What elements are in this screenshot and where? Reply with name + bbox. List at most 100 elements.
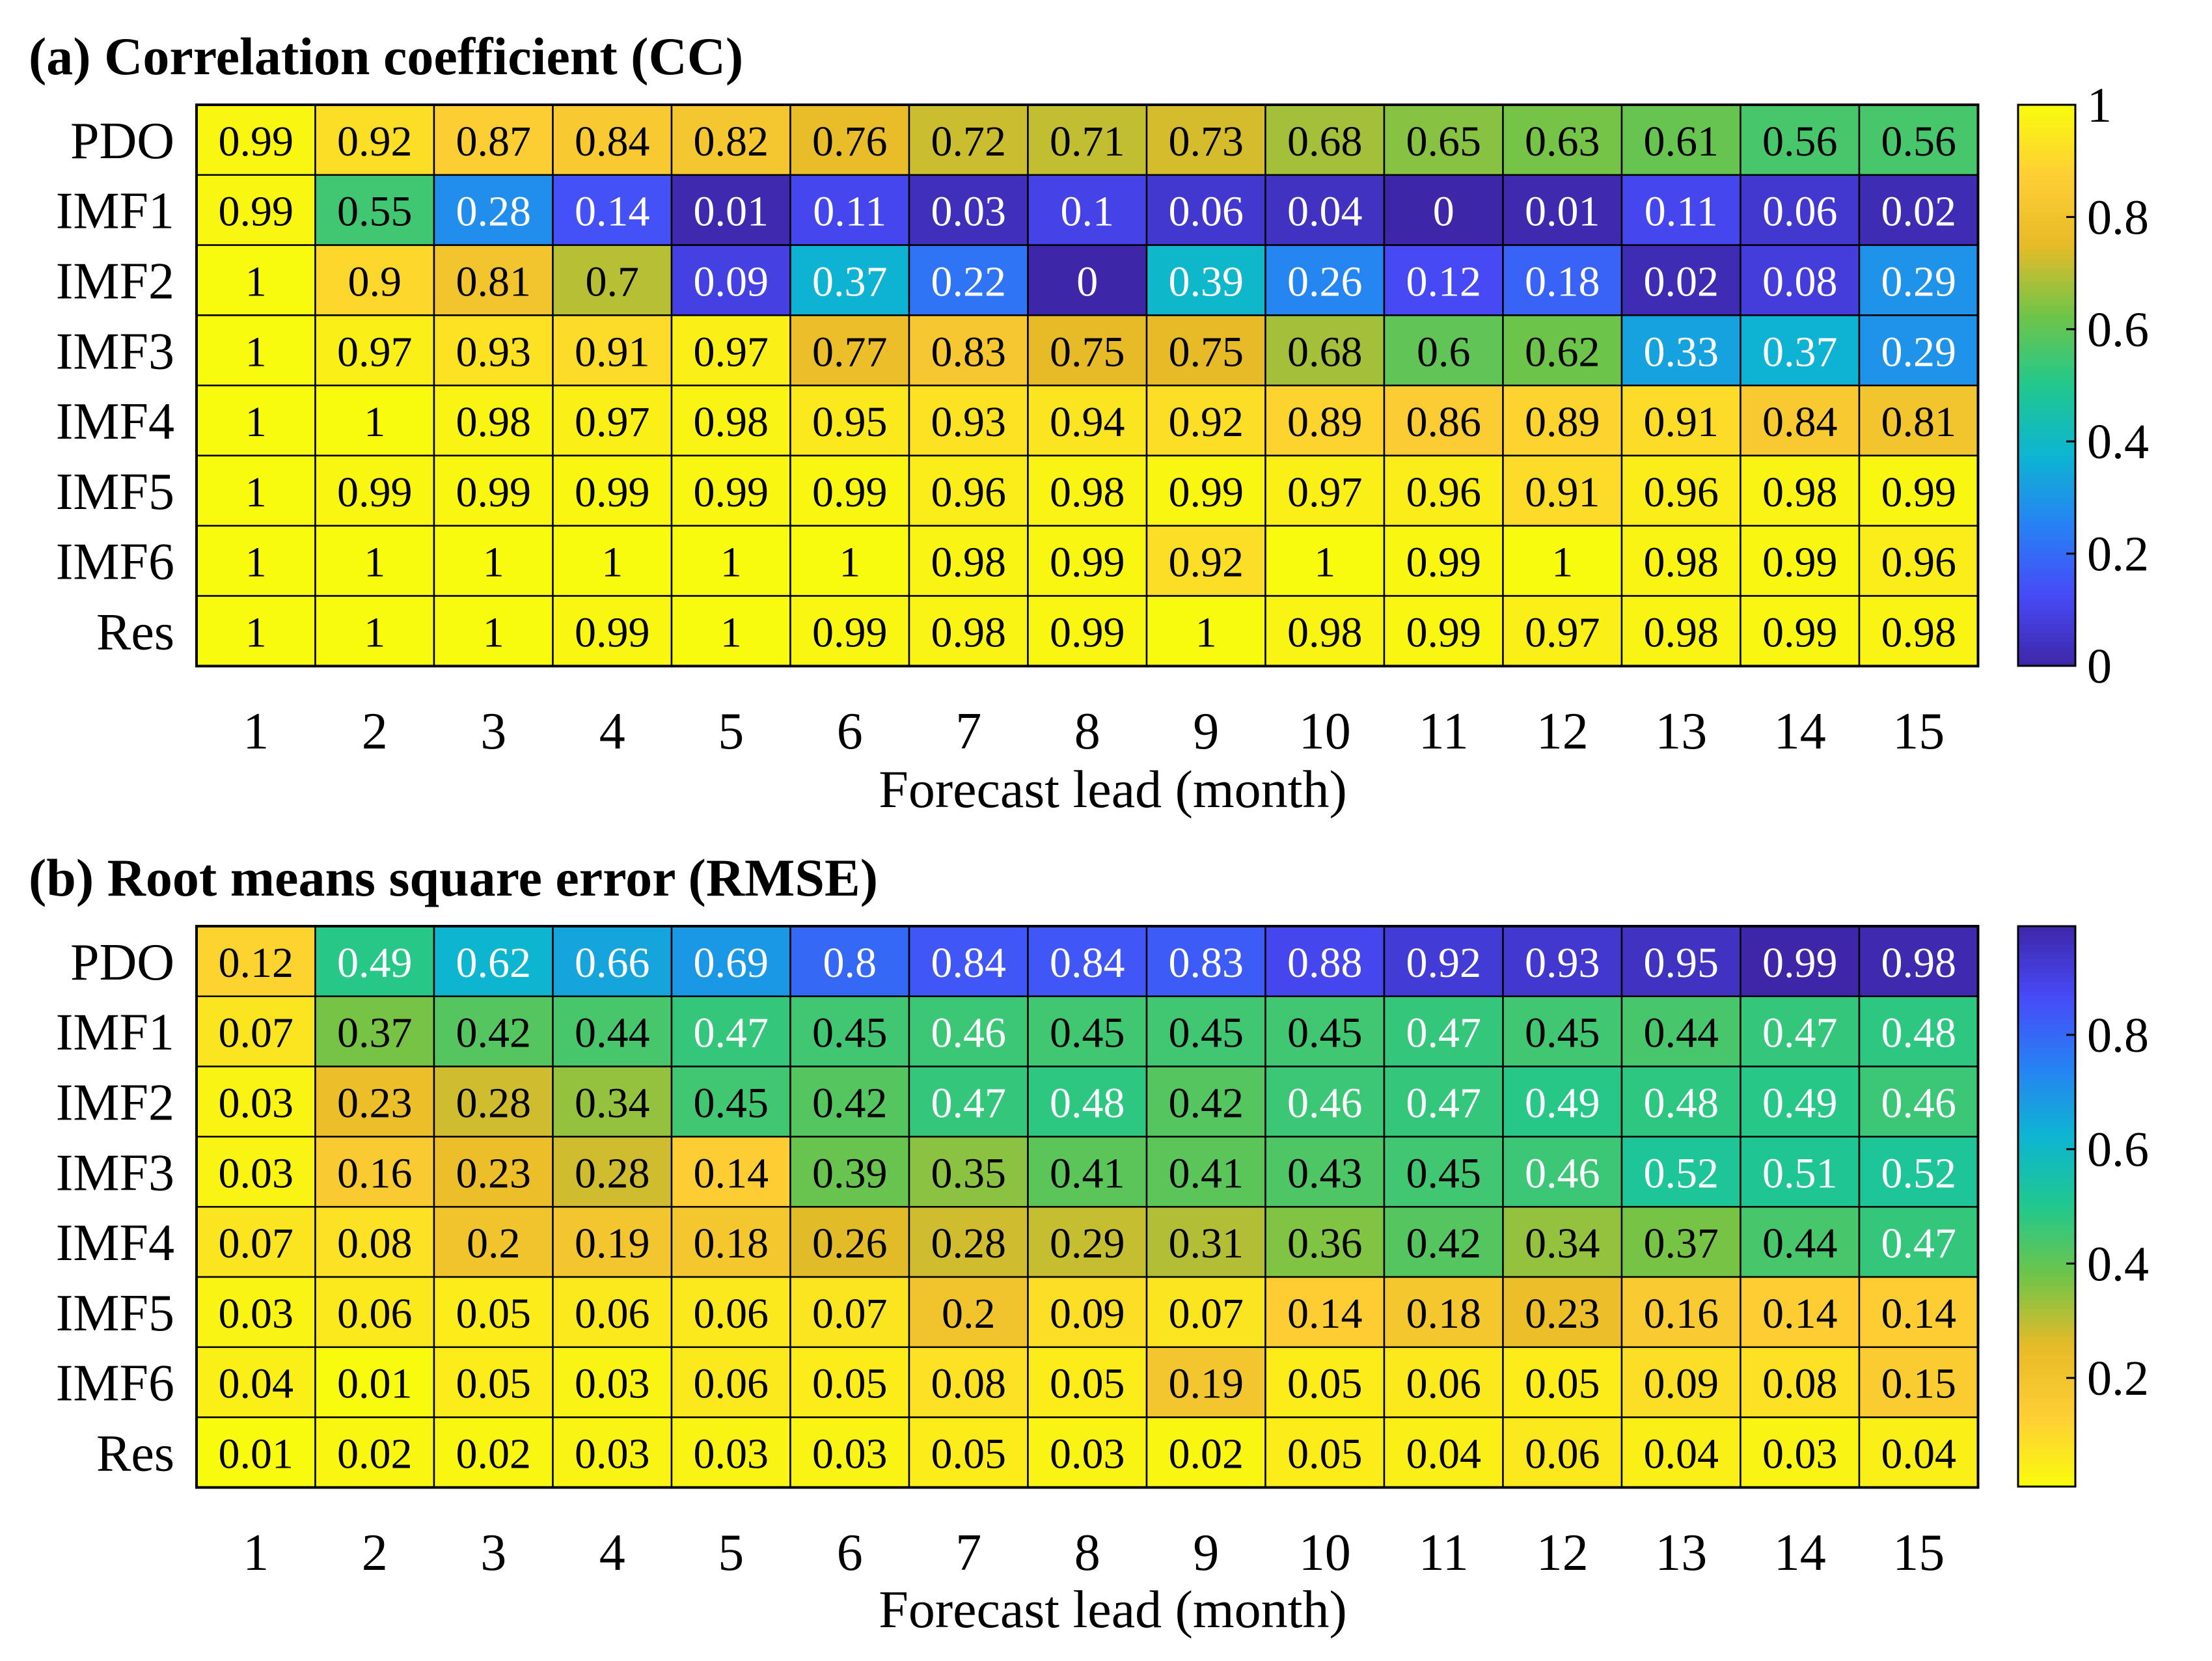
heatmap-cell [1620, 314, 1741, 387]
x-tick-label: 4 [599, 1524, 625, 1582]
heatmap-cell [195, 244, 316, 316]
heatmap-cell [1502, 314, 1623, 387]
heatmap-cell [1145, 314, 1266, 387]
heatmap-cell [1858, 174, 1979, 246]
colorbar-segment [2018, 586, 2075, 592]
colorbar-segment [2018, 935, 2075, 941]
colorbar-segment [2018, 1150, 2075, 1156]
colorbar-frame [2017, 103, 2077, 667]
heatmap-cell [670, 1136, 791, 1208]
x-tick-label: 14 [1774, 1524, 1826, 1582]
colorbar-segment [2018, 455, 2075, 461]
x-tick-label: 15 [1892, 1524, 1945, 1582]
colorbar-segment [2018, 1477, 2075, 1483]
cell-value-label: 0.06 [694, 1290, 769, 1338]
cell-value-label: 1 [245, 609, 267, 657]
cell-value-label: 0.14 [694, 1149, 769, 1197]
heatmap-cell [1145, 925, 1266, 998]
x-tick-label: 11 [1419, 1524, 1469, 1582]
heatmap-cell [1145, 1205, 1266, 1278]
colorbar-segment [2018, 437, 2075, 442]
cell-value-label: 0.37 [812, 258, 888, 306]
row-label: IMF6 [56, 534, 174, 591]
heatmap-cell [1740, 384, 1861, 457]
cell-value-label: 1 [483, 609, 504, 657]
colorbar-tick-label: 0.4 [2087, 415, 2149, 469]
colorbar-segment [2018, 366, 2075, 372]
colorbar-segment [2018, 1458, 2075, 1464]
heatmap-cell [552, 1065, 673, 1138]
colorbar-segment [2018, 268, 2075, 274]
colorbar-segment [2018, 1084, 2075, 1090]
heatmap-cell [670, 925, 791, 998]
cell-value-label: 0.04 [1644, 1431, 1719, 1478]
colorbar-segment [2018, 1206, 2075, 1212]
heatmap-cell [1264, 1205, 1386, 1278]
cell-value-label: 0.47 [694, 1009, 769, 1057]
colorbar-segment [2018, 189, 2075, 195]
cell-value-label: 0.03 [1050, 1431, 1125, 1478]
cell-value-label: 0.66 [575, 939, 650, 987]
heatmap-cell [1502, 1276, 1623, 1349]
colorbar-segment [2018, 1402, 2075, 1408]
colorbar-segment [2018, 1225, 2075, 1231]
x-tick-label: 14 [1774, 703, 1826, 760]
heatmap-cell [1502, 1136, 1623, 1208]
colorbar-segment [2018, 1379, 2075, 1384]
colorbar-segment [2018, 488, 2075, 494]
cell-value-label: 0.96 [1881, 539, 1957, 586]
heatmap-cell [1264, 1065, 1386, 1138]
colorbar-segment [2018, 146, 2075, 152]
cell-value-label: 0.82 [694, 118, 769, 165]
colorbar-segment [2018, 647, 2075, 653]
heatmap-cell [433, 174, 554, 246]
heatmap-cell [1502, 384, 1623, 457]
heatmap-cell [670, 1346, 791, 1418]
cell-value-label: 0.04 [1406, 1431, 1482, 1478]
cell-value-label: 0.01 [219, 1431, 294, 1478]
heatmap-cell [1383, 1065, 1504, 1138]
heatmap-cell [1027, 384, 1148, 457]
heatmap-cell [1383, 1276, 1504, 1349]
colorbar-segment [2018, 568, 2075, 573]
cell-value-label: 0.97 [694, 328, 769, 376]
heatmap-cell [1145, 1276, 1266, 1349]
colorbar-segment [2018, 446, 2075, 452]
cell-value-label: 0.7 [586, 258, 640, 306]
colorbar-tick-label: 0.8 [2087, 190, 2149, 245]
heatmap-cell [1620, 174, 1741, 246]
colorbar-segment [2018, 296, 2075, 302]
cell-value-label: 1 [839, 539, 860, 586]
colorbar-segment [2018, 1005, 2075, 1011]
heatmap-cell [314, 1065, 435, 1138]
colorbar-segment [2018, 264, 2075, 269]
heatmap-cell [1502, 995, 1623, 1067]
colorbar-segment [2018, 385, 2075, 391]
cell-value-label: 0.98 [1644, 609, 1719, 657]
colorbar-segment [2018, 465, 2075, 471]
heatmap-cell [552, 995, 673, 1067]
cell-value-label: 0.45 [1169, 1009, 1244, 1057]
cell-value-label: 0.62 [1525, 328, 1600, 376]
cell-value-label: 0.68 [1287, 328, 1363, 376]
heatmap-cell [1740, 595, 1861, 667]
colorbar-segment [2018, 972, 2075, 978]
cell-value-label: 0.03 [575, 1431, 650, 1478]
heatmap-cell [1383, 1136, 1504, 1208]
colorbar-segment [2018, 422, 2075, 428]
heatmap-cell [1620, 1276, 1741, 1349]
cell-value-label: 0.09 [1050, 1290, 1125, 1338]
colorbar-segment [2018, 1215, 2075, 1221]
colorbar-segment [2018, 348, 2075, 353]
colorbar-segment [2018, 1118, 2075, 1123]
heatmap-cell [1502, 1416, 1623, 1489]
cell-value-label: 0.14 [1762, 1290, 1838, 1338]
cell-value-label: 0.45 [1406, 1149, 1482, 1197]
colorbar-segment [2018, 944, 2075, 950]
cell-value-label: 0.81 [456, 258, 532, 306]
cell-value-label: 0.46 [931, 1009, 1007, 1057]
colorbar-segment [2018, 1271, 2075, 1277]
cell-value-label: 0.61 [1644, 118, 1719, 165]
cell-value-label: 0.76 [812, 118, 888, 165]
cell-value-label: 0.08 [337, 1220, 413, 1267]
